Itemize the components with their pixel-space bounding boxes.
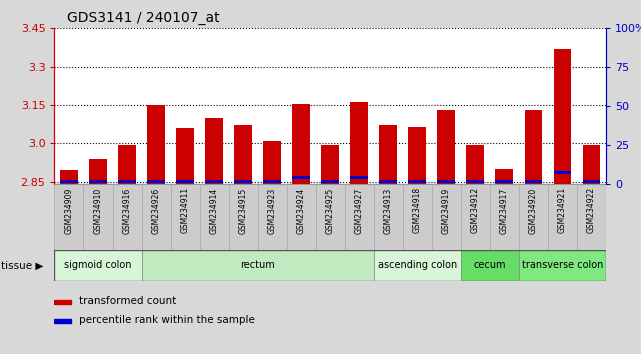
Bar: [461, 184, 490, 250]
Text: transverse colon: transverse colon: [522, 261, 603, 270]
Text: tissue ▶: tissue ▶: [1, 261, 44, 270]
Bar: [54, 319, 71, 323]
Text: GSM234919: GSM234919: [442, 187, 451, 234]
Text: GSM234925: GSM234925: [326, 187, 335, 234]
Bar: [315, 184, 345, 250]
Bar: [403, 184, 431, 250]
Text: transformed count: transformed count: [79, 296, 176, 306]
Bar: [54, 250, 142, 281]
Bar: [113, 184, 142, 250]
Text: GSM234910: GSM234910: [94, 187, 103, 234]
Text: GSM234918: GSM234918: [413, 187, 422, 234]
Bar: [554, 49, 571, 184]
Bar: [321, 180, 339, 183]
Bar: [119, 180, 136, 183]
Bar: [519, 250, 606, 281]
Bar: [345, 184, 374, 250]
Bar: [235, 180, 252, 183]
Text: GSM234911: GSM234911: [181, 187, 190, 234]
Bar: [263, 180, 281, 183]
Text: sigmoid colon: sigmoid colon: [64, 261, 132, 270]
Bar: [176, 128, 194, 184]
Bar: [437, 110, 455, 184]
Bar: [351, 176, 368, 179]
Bar: [54, 300, 71, 304]
Bar: [374, 250, 461, 281]
Bar: [199, 184, 229, 250]
Bar: [89, 180, 106, 183]
Text: GSM234912: GSM234912: [470, 187, 479, 234]
Text: percentile rank within the sample: percentile rank within the sample: [79, 315, 255, 325]
Bar: [292, 104, 310, 184]
Bar: [235, 125, 252, 184]
Text: GSM234923: GSM234923: [267, 187, 276, 234]
Bar: [495, 180, 513, 183]
Bar: [379, 125, 397, 184]
Bar: [292, 176, 310, 179]
Bar: [142, 184, 171, 250]
Bar: [467, 144, 484, 184]
Text: GSM234915: GSM234915: [238, 187, 247, 234]
Text: GSM234922: GSM234922: [587, 187, 595, 234]
Bar: [583, 144, 600, 184]
Bar: [321, 144, 339, 184]
Bar: [263, 141, 281, 184]
Bar: [547, 184, 577, 250]
Bar: [351, 102, 368, 184]
Bar: [287, 184, 315, 250]
Bar: [83, 184, 113, 250]
Bar: [554, 171, 571, 174]
Text: GSM234927: GSM234927: [354, 187, 363, 234]
Text: GDS3141 / 240107_at: GDS3141 / 240107_at: [67, 11, 220, 25]
Text: GSM234913: GSM234913: [384, 187, 393, 234]
Bar: [379, 180, 397, 183]
Bar: [461, 250, 519, 281]
Bar: [490, 184, 519, 250]
Text: GSM234917: GSM234917: [500, 187, 509, 234]
Bar: [205, 118, 223, 184]
Text: ascending colon: ascending colon: [378, 261, 457, 270]
Bar: [176, 180, 194, 183]
Bar: [374, 184, 403, 250]
Bar: [60, 180, 78, 183]
Bar: [54, 184, 83, 250]
Bar: [495, 169, 513, 184]
Bar: [408, 127, 426, 184]
Bar: [147, 105, 165, 184]
Text: GSM234921: GSM234921: [558, 187, 567, 234]
Bar: [437, 180, 455, 183]
Text: cecum: cecum: [474, 261, 506, 270]
Bar: [524, 180, 542, 183]
Bar: [171, 184, 199, 250]
Text: GSM234914: GSM234914: [210, 187, 219, 234]
Bar: [431, 184, 461, 250]
Text: GSM234909: GSM234909: [65, 187, 74, 234]
Bar: [229, 184, 258, 250]
Bar: [519, 184, 547, 250]
Bar: [60, 170, 78, 184]
Bar: [408, 180, 426, 183]
Bar: [147, 180, 165, 183]
Text: rectum: rectum: [240, 261, 275, 270]
Bar: [258, 184, 287, 250]
Bar: [205, 180, 223, 183]
Text: GSM234916: GSM234916: [122, 187, 131, 234]
Bar: [524, 110, 542, 184]
Text: GSM234924: GSM234924: [297, 187, 306, 234]
Bar: [577, 184, 606, 250]
Text: GSM234920: GSM234920: [529, 187, 538, 234]
Bar: [583, 180, 600, 183]
Bar: [142, 250, 374, 281]
Text: GSM234926: GSM234926: [151, 187, 160, 234]
Bar: [119, 144, 136, 184]
Bar: [467, 180, 484, 183]
Bar: [89, 159, 106, 184]
